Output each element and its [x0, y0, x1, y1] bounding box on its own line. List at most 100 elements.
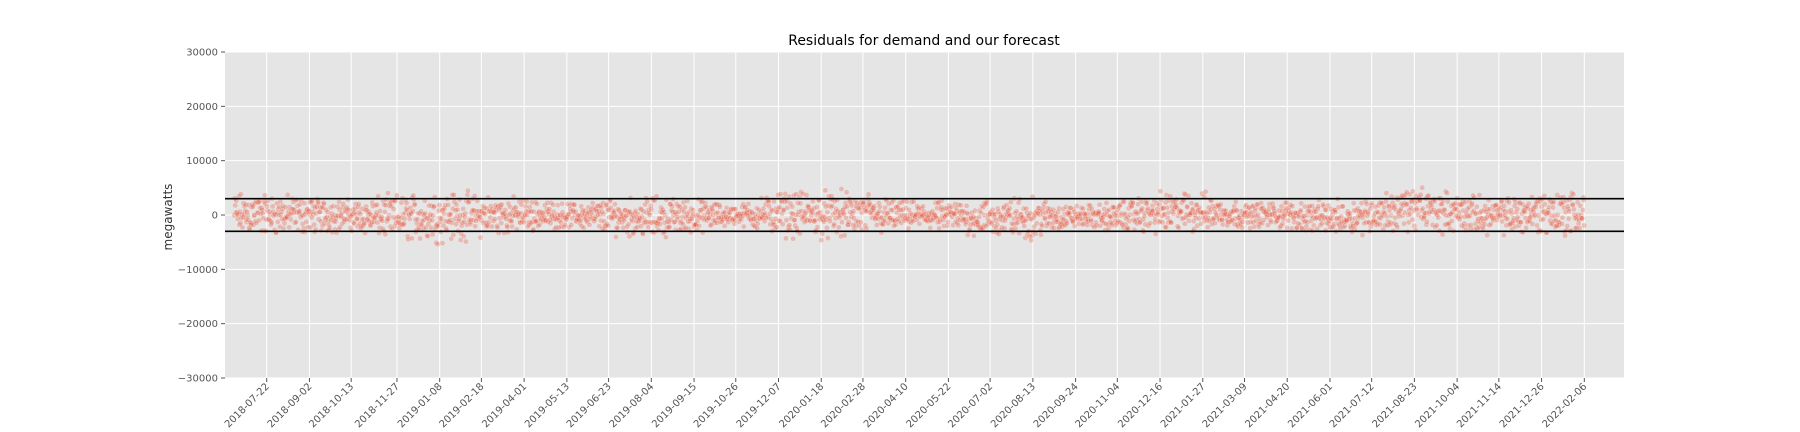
- data-point: [280, 203, 286, 209]
- data-point: [777, 191, 784, 197]
- data-point: [666, 224, 673, 230]
- data-point: [414, 216, 421, 223]
- data-point: [1579, 215, 1585, 222]
- data-point: [1297, 207, 1304, 214]
- data-point: [357, 211, 364, 217]
- data-point: [450, 205, 456, 212]
- y-tick-label: 10000: [186, 156, 218, 167]
- data-point: [820, 216, 827, 223]
- data-point: [589, 200, 596, 206]
- data-point: [1501, 202, 1508, 209]
- data-point: [656, 215, 663, 222]
- data-point: [625, 221, 632, 228]
- data-point: [1559, 221, 1565, 227]
- data-point: [914, 203, 921, 209]
- data-point: [945, 219, 951, 225]
- data-point: [647, 212, 653, 218]
- data-point: [823, 216, 830, 223]
- data-point: [1184, 204, 1191, 210]
- data-point: [789, 203, 795, 210]
- data-point: [1121, 198, 1127, 205]
- data-point: [964, 232, 971, 238]
- data-point: [850, 208, 857, 214]
- data-point: [700, 206, 707, 212]
- data-point: [320, 199, 327, 206]
- data-point: [800, 190, 806, 197]
- data-point: [559, 200, 565, 207]
- data-point: [596, 223, 603, 230]
- data-point: [764, 213, 771, 220]
- data-point: [770, 219, 777, 225]
- data-point: [682, 224, 689, 231]
- data-point: [1219, 216, 1225, 223]
- data-point: [640, 208, 647, 215]
- data-point: [397, 221, 404, 228]
- data-point: [487, 203, 494, 209]
- data-point: [956, 201, 962, 208]
- data-point: [490, 218, 497, 224]
- data-point: [309, 208, 316, 215]
- data-point: [1028, 237, 1034, 244]
- data-point: [410, 208, 416, 214]
- data-point: [1164, 204, 1170, 211]
- data-point: [274, 210, 281, 216]
- data-point: [1284, 224, 1290, 231]
- data-point: [1484, 232, 1490, 238]
- data-point: [447, 217, 454, 223]
- data-point: [1239, 218, 1246, 225]
- data-point: [841, 232, 848, 239]
- data-point: [469, 207, 475, 214]
- data-point: [264, 203, 270, 210]
- data-point: [502, 207, 509, 213]
- data-point: [876, 208, 883, 214]
- data-point: [657, 221, 663, 227]
- data-point: [905, 225, 912, 232]
- data-point: [534, 201, 540, 207]
- data-point: [386, 212, 392, 219]
- data-point: [579, 207, 586, 213]
- data-point: [814, 224, 821, 230]
- data-point: [600, 211, 607, 217]
- data-point: [586, 221, 593, 228]
- data-point: [1239, 224, 1245, 231]
- data-point: [463, 238, 469, 245]
- data-point: [1220, 221, 1226, 228]
- data-point: [766, 203, 773, 209]
- data-point: [665, 215, 671, 222]
- data-point: [417, 221, 424, 227]
- data-point: [638, 206, 645, 213]
- data-point: [521, 219, 527, 226]
- data-point: [505, 200, 512, 207]
- data-point: [494, 224, 501, 231]
- data-point: [1011, 215, 1017, 222]
- data-point: [827, 218, 833, 224]
- data-point: [679, 206, 685, 213]
- data-point: [669, 203, 675, 209]
- data-point: [1565, 215, 1572, 222]
- x-tick-label: 2020-04-10: [862, 381, 911, 430]
- data-point: [842, 203, 848, 210]
- data-point: [1152, 231, 1159, 237]
- x-tick-label: 2021-12-26: [1498, 381, 1547, 430]
- data-point: [1520, 229, 1526, 236]
- data-point: [279, 205, 286, 212]
- data-point: [369, 199, 376, 206]
- data-point: [637, 205, 644, 212]
- data-point: [1424, 218, 1430, 225]
- data-point: [1096, 201, 1103, 208]
- data-point: [268, 219, 275, 226]
- data-point: [845, 219, 852, 225]
- data-point: [772, 216, 779, 222]
- data-point: [417, 235, 423, 242]
- data-point: [403, 205, 409, 212]
- data-point: [1559, 214, 1566, 221]
- x-tick-label: 2020-12-16: [1116, 381, 1165, 430]
- data-point: [1468, 222, 1474, 228]
- data-point: [811, 205, 817, 212]
- data-point: [775, 205, 782, 212]
- data-point: [962, 221, 969, 227]
- data-point: [783, 217, 790, 223]
- data-point: [402, 210, 408, 216]
- data-point: [374, 201, 380, 208]
- data-point: [818, 237, 825, 243]
